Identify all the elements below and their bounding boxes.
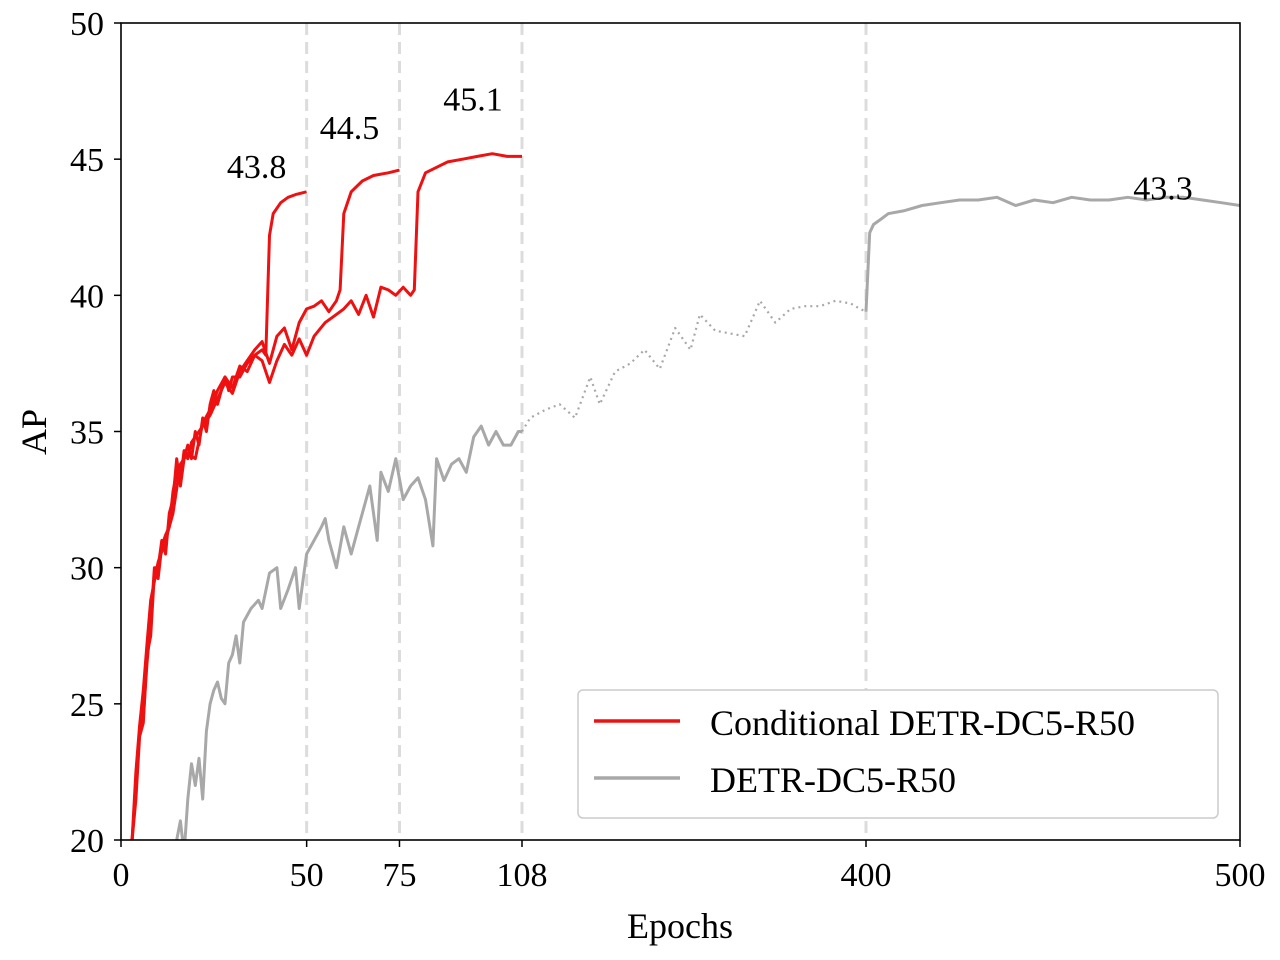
x-tick-label: 108 <box>497 857 548 894</box>
x-axis-label: Epochs <box>627 906 733 946</box>
y-tick-label: 50 <box>70 6 104 43</box>
annotation-label: 44.5 <box>320 110 380 147</box>
series-line-5 <box>864 195 1240 312</box>
y-tick-label: 30 <box>70 551 104 588</box>
y-tick-label: 35 <box>70 415 104 452</box>
y-axis-label: AP <box>14 409 54 455</box>
y-tick-label: 45 <box>70 142 104 179</box>
y-tick-label: 20 <box>70 823 104 860</box>
series-line-3 <box>175 424 522 840</box>
legend-box <box>577 689 1219 819</box>
legend-label-detr: DETR-DC5-R50 <box>710 760 956 800</box>
y-tick-label: 25 <box>70 687 104 724</box>
x-tick-label: 75 <box>382 857 416 894</box>
annotations: 43.8 44.5 45.1 43.3 <box>227 81 1193 207</box>
annotation-label: 45.1 <box>443 81 503 118</box>
axis-ticks: 0 50 75 108 400 500 20 25 30 35 40 45 50 <box>70 6 1266 894</box>
legend-label-conditional-detr: Conditional DETR-DC5-R50 <box>710 703 1135 743</box>
series-line-0 <box>130 190 307 840</box>
annotation-label: 43.8 <box>227 149 287 186</box>
x-tick-label: 400 <box>841 857 892 894</box>
y-tick-label: 40 <box>70 278 104 315</box>
plot-area <box>130 23 1240 840</box>
x-tick-label: 50 <box>290 857 324 894</box>
series-line-1 <box>130 168 400 840</box>
series-line-4 <box>521 299 867 433</box>
x-tick-label: 0 <box>113 857 130 894</box>
x-tick-label: 500 <box>1215 857 1266 894</box>
legend: Conditional DETR-DC5-R50 DETR-DC5-R50 <box>577 689 1219 819</box>
series-line-2 <box>130 152 522 840</box>
annotation-label: 43.3 <box>1133 170 1193 207</box>
